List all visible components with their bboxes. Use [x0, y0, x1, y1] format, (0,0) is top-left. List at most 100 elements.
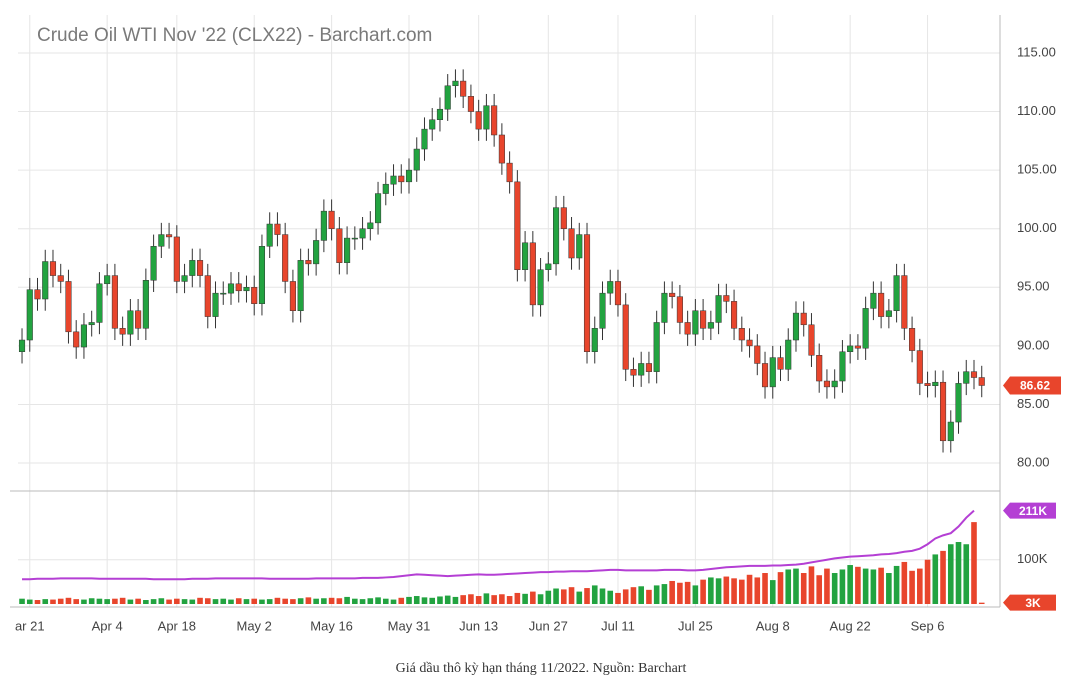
volume-bar	[328, 597, 335, 604]
volume-bar	[646, 589, 652, 604]
candle-body	[336, 228, 343, 263]
volume-bar	[189, 599, 196, 604]
candle-body	[282, 234, 289, 282]
candle-body	[583, 234, 591, 352]
y2-tick-label: 100K	[1017, 551, 1048, 566]
candle-body	[80, 324, 87, 348]
candle-body	[382, 183, 389, 194]
volume-bar	[731, 578, 737, 604]
candle-body	[220, 292, 227, 295]
x-tick-label: May 2	[237, 618, 272, 633]
volume-bar	[274, 597, 281, 604]
volume-bar	[57, 598, 64, 604]
candle-body	[475, 111, 482, 130]
candle-body	[135, 310, 142, 329]
volume-bar	[220, 598, 227, 604]
candle-body	[266, 223, 273, 247]
volume-bar	[437, 596, 443, 604]
candle-body	[746, 339, 753, 347]
candle-body	[498, 134, 505, 164]
volume-bar	[677, 582, 683, 604]
volume-bar	[452, 596, 459, 604]
candle-body	[970, 371, 978, 378]
candle-body	[630, 369, 637, 376]
volume-bar	[297, 598, 304, 604]
candle-body	[707, 322, 714, 329]
candle-body	[127, 310, 134, 335]
x-tick-label: Jun 13	[459, 618, 498, 633]
volume-bar	[560, 589, 567, 604]
volume-bar	[150, 599, 157, 604]
volume-bar	[290, 599, 296, 604]
candle-body	[274, 223, 281, 235]
volume-bar	[104, 599, 110, 604]
volume-bar	[119, 597, 126, 604]
volume-bar	[553, 588, 559, 604]
candle-body	[761, 363, 769, 388]
volume-bar	[398, 597, 405, 604]
candle-body	[413, 148, 420, 171]
volume-bar	[65, 597, 72, 604]
candle-body	[924, 383, 931, 386]
candle-body	[297, 260, 304, 311]
volume-bar	[769, 580, 776, 604]
candle-body	[26, 289, 33, 341]
candle-body	[452, 80, 459, 87]
volume-bar	[545, 590, 552, 604]
candle-body	[684, 322, 691, 335]
candle-body	[792, 312, 800, 341]
volume-bar	[460, 595, 466, 604]
volume-bar	[653, 585, 660, 604]
volume-bar	[971, 522, 977, 604]
volume-bar	[468, 594, 474, 604]
volume-bar	[909, 570, 915, 604]
candle-body	[893, 275, 900, 311]
volume-bar	[181, 599, 188, 604]
volume-bar	[808, 566, 815, 604]
volume-bar	[955, 542, 962, 604]
volume-bar	[622, 589, 629, 604]
candle-body	[398, 175, 405, 183]
volume-bar	[251, 598, 258, 604]
candle-body	[800, 312, 807, 326]
candle-body	[878, 292, 885, 317]
volume-bar	[568, 587, 575, 604]
x-tick-label: May 16	[310, 618, 353, 633]
volume-bar	[839, 569, 846, 604]
y-tick-label: 95.00	[1017, 279, 1050, 294]
volume-bar	[406, 596, 412, 604]
candle-body	[313, 240, 320, 265]
candle-body	[831, 380, 838, 388]
volume-bar	[305, 597, 312, 604]
candle-body	[421, 128, 428, 150]
candle-body	[932, 381, 939, 386]
volume-bar	[491, 595, 497, 604]
volume-bar	[197, 597, 203, 604]
candle-body	[785, 339, 792, 370]
y-tick-label: 105.00	[1017, 162, 1057, 177]
candle-body	[119, 328, 126, 335]
volume-bar	[143, 600, 149, 604]
x-tick-label: Jul 25	[678, 618, 713, 633]
volume-bar	[243, 599, 250, 604]
y-tick-label: 110.00	[1017, 103, 1056, 118]
candle-body	[738, 328, 745, 341]
candle-body	[429, 119, 436, 130]
volume-bar	[862, 568, 869, 604]
candle-body	[444, 85, 451, 110]
candle-body	[754, 345, 761, 364]
volume-bar	[708, 577, 714, 604]
chart-title: Crude Oil WTI Nov '22 (CLX22) - Barchart…	[37, 25, 432, 46]
volume-bar	[615, 592, 621, 604]
candle-body	[661, 292, 668, 323]
volume-bar	[924, 559, 931, 604]
volume-bar	[359, 599, 366, 604]
volume-bar	[73, 599, 80, 604]
candle-body	[963, 371, 970, 384]
candle-body	[73, 331, 80, 348]
volume-bar	[684, 581, 691, 604]
grid	[18, 15, 1000, 607]
candle-body	[769, 357, 776, 388]
candle-body	[196, 260, 204, 276]
volume-bar	[591, 585, 598, 604]
